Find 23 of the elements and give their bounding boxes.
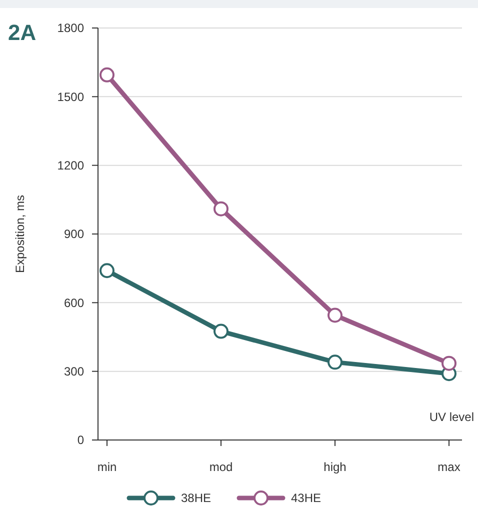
x-tick-label: mod <box>209 460 233 474</box>
point <box>442 356 456 371</box>
y-tick-label: 0 <box>77 433 84 448</box>
point <box>328 354 342 370</box>
legend-label: 43HE <box>291 491 322 506</box>
point <box>100 263 114 278</box>
chart-title: 2A <box>8 20 36 45</box>
legend-label: 38HE <box>181 491 212 506</box>
point <box>328 308 342 323</box>
point <box>214 324 228 339</box>
x-tick-label: min <box>97 460 117 474</box>
x-tick-label: max <box>438 460 460 474</box>
y-tick-label: 900 <box>64 227 84 242</box>
x-axis-title: UV level <box>429 410 474 424</box>
y-tick-label: 1800 <box>57 21 84 36</box>
point <box>214 201 228 216</box>
x-tick-label: high <box>324 460 346 474</box>
y-tick-label: 1200 <box>57 158 84 173</box>
point <box>100 67 114 82</box>
y-tick-label: 300 <box>64 364 84 379</box>
y-axis-title: Exposition, ms <box>13 194 27 274</box>
y-tick-label: 600 <box>64 296 84 310</box>
y-tick-label: 1500 <box>57 90 84 104</box>
